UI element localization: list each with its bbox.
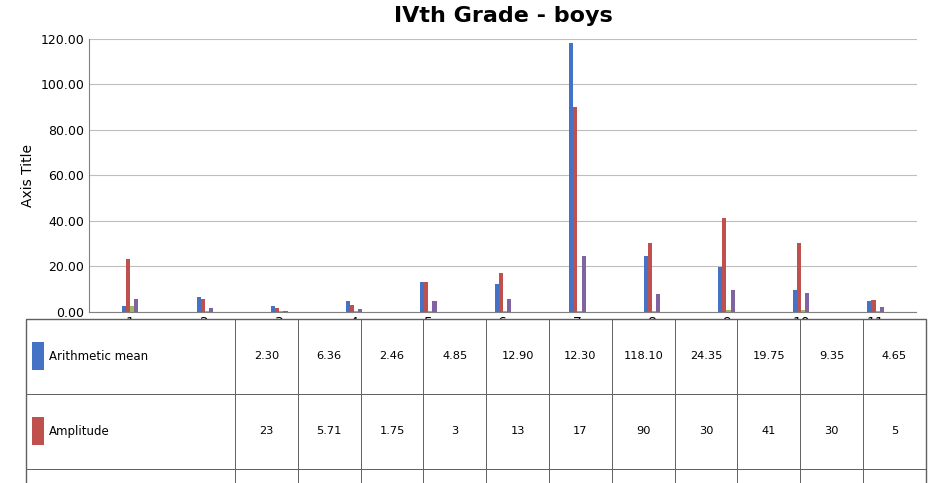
Bar [573,107,577,312]
Text: 90: 90 [636,426,650,436]
Bar [499,273,503,312]
Text: 3: 3 [451,426,459,436]
Bar [644,256,648,312]
Text: 2.46: 2.46 [380,351,404,361]
Bar [420,282,424,312]
Bar [656,294,660,312]
Title: IVth Grade - boys: IVth Grade - boys [394,6,612,26]
Text: 1.75: 1.75 [380,426,405,436]
Bar [730,290,735,312]
Bar [205,311,209,312]
Bar [494,284,499,312]
Y-axis label: Axis Title: Axis Title [21,143,35,207]
Text: 41: 41 [761,426,776,436]
Bar [284,311,288,312]
Bar [346,300,350,312]
Bar [570,43,573,312]
Text: 30: 30 [698,426,713,436]
Bar [722,218,727,312]
Bar [134,299,138,312]
Bar [718,267,722,312]
Bar [503,311,507,312]
Bar [196,297,201,312]
Bar [801,310,805,312]
Bar [126,259,131,312]
Text: Arithmetic mean: Arithmetic mean [49,350,148,363]
Bar [871,300,875,312]
Text: 23: 23 [259,426,274,436]
Text: 17: 17 [573,426,588,436]
Bar [424,282,429,312]
Text: 4.65: 4.65 [882,351,907,361]
Text: 12.90: 12.90 [501,351,534,361]
Bar [727,311,730,312]
Bar [652,311,656,312]
Text: 24.35: 24.35 [690,351,722,361]
Bar [122,306,126,312]
Text: 12.30: 12.30 [564,351,597,361]
Text: 2.30: 2.30 [254,351,279,361]
Bar [868,301,871,312]
Text: 30: 30 [824,426,838,436]
Text: 13: 13 [510,426,525,436]
Bar [875,311,880,312]
Bar [805,294,809,312]
Bar [792,290,797,312]
Bar [271,306,275,312]
Text: 4.85: 4.85 [442,351,467,361]
Bar [429,311,432,312]
Bar [350,305,353,312]
Text: 9.35: 9.35 [819,351,844,361]
Bar [131,306,134,312]
Bar [648,243,652,312]
Bar [507,299,511,312]
Text: 19.75: 19.75 [753,351,785,361]
Text: 118.10: 118.10 [623,351,664,361]
Bar [582,256,586,312]
Text: 5: 5 [891,426,898,436]
Bar [201,298,205,312]
Bar [880,307,884,312]
Bar [275,308,279,312]
Text: 6.36: 6.36 [317,351,342,361]
Text: Amplitude: Amplitude [49,425,110,438]
Bar [797,243,801,312]
Text: 5.71: 5.71 [317,426,342,436]
Bar [358,309,362,312]
Bar [209,308,213,312]
Bar [432,301,436,312]
